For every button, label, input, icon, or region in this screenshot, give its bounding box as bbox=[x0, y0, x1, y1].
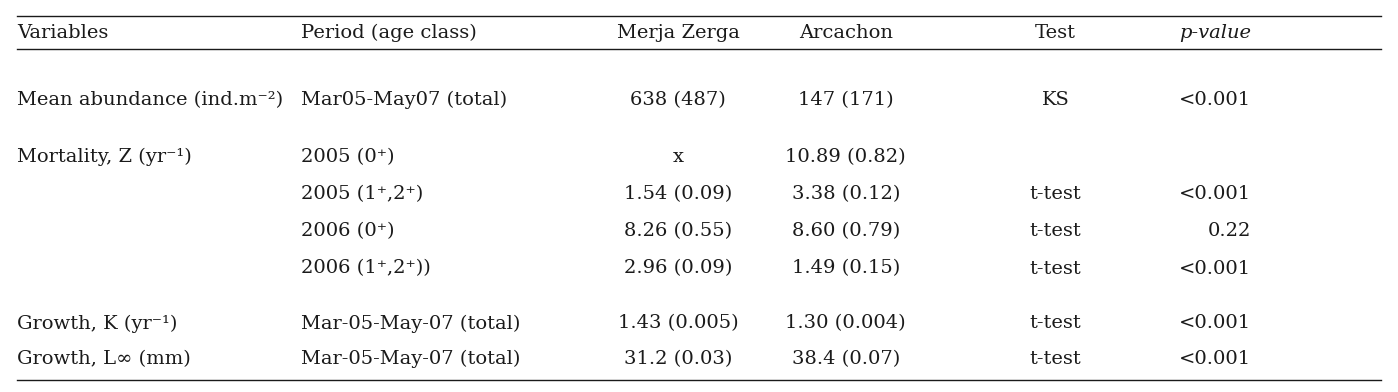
Text: t-test: t-test bbox=[1029, 260, 1082, 278]
Text: Merja Zerga: Merja Zerga bbox=[617, 24, 740, 42]
Text: Arcachon: Arcachon bbox=[798, 24, 893, 42]
Text: 1.43 (0.005): 1.43 (0.005) bbox=[618, 314, 738, 332]
Text: Mar05-May07 (total): Mar05-May07 (total) bbox=[301, 91, 506, 109]
Text: 3.38 (0.12): 3.38 (0.12) bbox=[791, 185, 900, 203]
Text: 638 (487): 638 (487) bbox=[630, 91, 726, 109]
Text: <0.001: <0.001 bbox=[1179, 91, 1251, 109]
Text: t-test: t-test bbox=[1029, 222, 1082, 240]
Text: 8.26 (0.55): 8.26 (0.55) bbox=[624, 222, 733, 240]
Text: 10.89 (0.82): 10.89 (0.82) bbox=[786, 148, 906, 166]
Text: 2006 (0⁺): 2006 (0⁺) bbox=[301, 222, 394, 240]
Text: Growth, K (yr⁻¹): Growth, K (yr⁻¹) bbox=[17, 314, 178, 332]
Text: Test: Test bbox=[1035, 24, 1076, 42]
Text: <0.001: <0.001 bbox=[1179, 185, 1251, 203]
Text: Mortality, Z (yr⁻¹): Mortality, Z (yr⁻¹) bbox=[17, 148, 192, 166]
Text: Mar-05-May-07 (total): Mar-05-May-07 (total) bbox=[301, 314, 520, 332]
Text: 2006 (1⁺,2⁺)): 2006 (1⁺,2⁺)) bbox=[301, 260, 431, 278]
Text: Growth, L∞ (mm): Growth, L∞ (mm) bbox=[17, 350, 190, 368]
Text: 1.54 (0.09): 1.54 (0.09) bbox=[624, 185, 733, 203]
Text: Period (age class): Period (age class) bbox=[301, 24, 477, 42]
Text: 8.60 (0.79): 8.60 (0.79) bbox=[791, 222, 900, 240]
Text: 31.2 (0.03): 31.2 (0.03) bbox=[624, 350, 733, 368]
Text: Mean abundance (ind.m⁻²): Mean abundance (ind.m⁻²) bbox=[17, 91, 282, 109]
Text: Variables: Variables bbox=[17, 24, 108, 42]
Text: KS: KS bbox=[1042, 91, 1069, 109]
Text: <0.001: <0.001 bbox=[1179, 314, 1251, 332]
Text: 2.96 (0.09): 2.96 (0.09) bbox=[624, 260, 733, 278]
Text: 2005 (1⁺,2⁺): 2005 (1⁺,2⁺) bbox=[301, 185, 422, 203]
Text: <0.001: <0.001 bbox=[1179, 350, 1251, 368]
Text: x: x bbox=[672, 148, 684, 166]
Text: <0.001: <0.001 bbox=[1179, 260, 1251, 278]
Text: 1.30 (0.004): 1.30 (0.004) bbox=[786, 314, 906, 332]
Text: Mar-05-May-07 (total): Mar-05-May-07 (total) bbox=[301, 350, 520, 368]
Text: 147 (171): 147 (171) bbox=[798, 91, 893, 109]
Text: 38.4 (0.07): 38.4 (0.07) bbox=[791, 350, 900, 368]
Text: p-value: p-value bbox=[1179, 24, 1251, 42]
Text: t-test: t-test bbox=[1029, 185, 1082, 203]
Text: t-test: t-test bbox=[1029, 314, 1082, 332]
Text: 2005 (0⁺): 2005 (0⁺) bbox=[301, 148, 394, 166]
Text: 0.22: 0.22 bbox=[1208, 222, 1251, 240]
Text: t-test: t-test bbox=[1029, 350, 1082, 368]
Text: 1.49 (0.15): 1.49 (0.15) bbox=[791, 260, 900, 278]
